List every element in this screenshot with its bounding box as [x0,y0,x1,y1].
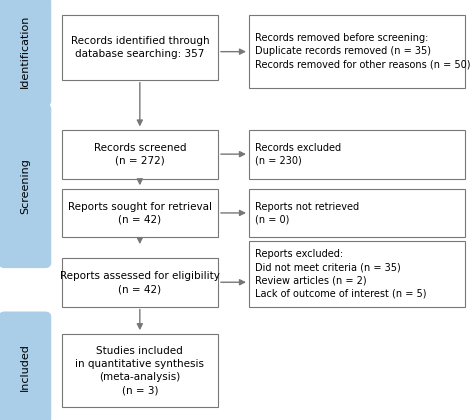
Text: Reports assessed for eligibility
(n = 42): Reports assessed for eligibility (n = 42… [60,271,220,294]
FancyBboxPatch shape [249,241,465,307]
FancyBboxPatch shape [0,0,51,106]
FancyBboxPatch shape [62,334,218,407]
FancyBboxPatch shape [62,130,218,178]
FancyBboxPatch shape [249,15,465,88]
Text: Screening: Screening [20,158,30,214]
FancyBboxPatch shape [0,312,51,420]
Text: Records removed before screening:
Duplicate records removed (n = 35)
Records rem: Records removed before screening: Duplic… [255,33,470,70]
Text: Records excluded
(n = 230): Records excluded (n = 230) [255,143,341,166]
Text: Reports excluded:
Did not meet criteria (n = 35)
Review articles (n = 2)
Lack of: Reports excluded: Did not meet criteria … [255,249,426,299]
FancyBboxPatch shape [249,189,465,237]
Text: Included: Included [20,344,30,391]
FancyBboxPatch shape [62,189,218,237]
FancyBboxPatch shape [62,258,218,307]
FancyBboxPatch shape [0,104,51,268]
Text: Records screened
(n = 272): Records screened (n = 272) [93,143,186,166]
Text: Records identified through
database searching: 357: Records identified through database sear… [71,36,209,59]
FancyBboxPatch shape [249,130,465,178]
Text: Reports sought for retrieval
(n = 42): Reports sought for retrieval (n = 42) [68,202,212,225]
Text: Studies included
in quantitative synthesis
(meta-analysis)
(n = 3): Studies included in quantitative synthes… [75,346,204,396]
Text: Reports not retrieved
(n = 0): Reports not retrieved (n = 0) [255,202,359,225]
Text: Identification: Identification [20,15,30,88]
FancyBboxPatch shape [62,15,218,80]
